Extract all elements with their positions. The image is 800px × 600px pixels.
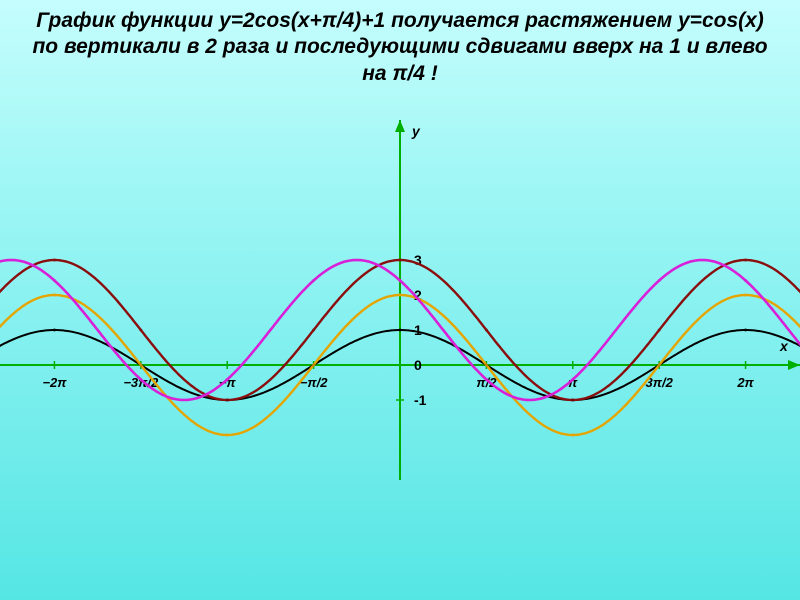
marker-dot bbox=[658, 329, 661, 332]
marker-dot bbox=[571, 434, 574, 437]
marker-dot bbox=[53, 294, 56, 297]
y-tick-label: 0 bbox=[414, 357, 422, 373]
marker-dot bbox=[53, 259, 56, 262]
x-tick-label: −2π bbox=[42, 375, 67, 390]
marker-dot bbox=[571, 399, 574, 402]
marker-dot bbox=[399, 329, 402, 332]
marker-dot bbox=[139, 329, 142, 332]
marker-dot bbox=[399, 294, 402, 297]
marker-dot bbox=[399, 279, 402, 282]
y-tick-label: 1 bbox=[414, 322, 422, 338]
marker-dot bbox=[139, 378, 142, 381]
marker-dot bbox=[399, 259, 402, 262]
marker-dot bbox=[658, 279, 661, 282]
function-chart: −3π−5π/2−2π−3π/2−π−π/2π/2π3π/22π5π/23π7π… bbox=[0, 120, 800, 480]
marker-dot bbox=[312, 329, 315, 332]
chart-container: −3π−5π/2−2π−3π/2−π−π/2π/2π3π/22π5π/23π7π… bbox=[0, 120, 800, 480]
x-tick-label: 2π bbox=[736, 375, 754, 390]
y-axis-label: y bbox=[411, 123, 421, 139]
marker-dot bbox=[571, 378, 574, 381]
slide-title: График функции y=2cos(x+π/4)+1 получаетс… bbox=[0, 8, 800, 87]
y-tick-label: -1 bbox=[414, 392, 427, 408]
marker-dot bbox=[744, 329, 747, 332]
y-axis-arrow bbox=[395, 120, 405, 132]
marker-dot bbox=[485, 378, 488, 381]
x-tick-label: π/2 bbox=[476, 375, 497, 390]
slide-background: { "title_segments": [ {"text": "График ф… bbox=[0, 0, 800, 600]
marker-dot bbox=[312, 279, 315, 282]
marker-dot bbox=[744, 294, 747, 297]
marker-dot bbox=[53, 279, 56, 282]
marker-dot bbox=[485, 364, 488, 367]
x-axis-arrow bbox=[788, 360, 800, 370]
marker-dot bbox=[485, 329, 488, 332]
x-tick-label: −π bbox=[219, 375, 237, 390]
marker-dot bbox=[658, 364, 661, 367]
marker-dot bbox=[226, 378, 229, 381]
marker-dot bbox=[312, 364, 315, 367]
marker-dot bbox=[744, 259, 747, 262]
marker-dot bbox=[226, 399, 229, 402]
marker-dot bbox=[139, 364, 142, 367]
marker-dot bbox=[744, 279, 747, 282]
marker-dot bbox=[53, 329, 56, 332]
marker-dot bbox=[226, 434, 229, 437]
